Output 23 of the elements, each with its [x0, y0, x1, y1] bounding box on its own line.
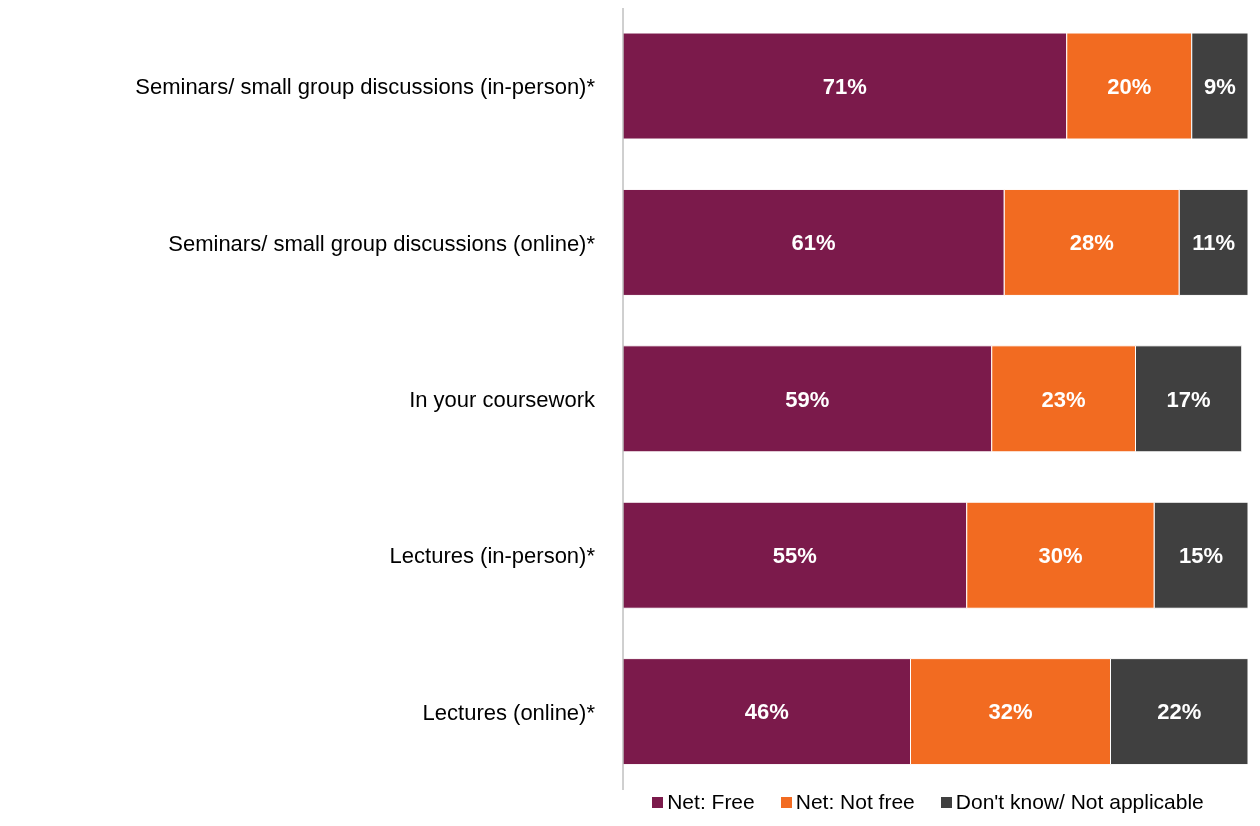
- legend-label: Don't know/ Not applicable: [955, 790, 1204, 814]
- data-label: 61%: [791, 230, 836, 256]
- data-label: 46%: [744, 699, 789, 725]
- data-label: 22%: [1157, 699, 1202, 725]
- y-tick-label: Lectures (online)*: [422, 699, 596, 725]
- data-label: 15%: [1179, 543, 1224, 569]
- data-label: 32%: [988, 699, 1033, 725]
- data-label: 30%: [1038, 543, 1083, 569]
- data-label: 55%: [772, 543, 817, 569]
- y-tick-label: In your coursework: [409, 387, 596, 412]
- data-label: 23%: [1041, 386, 1086, 412]
- legend-label: Net: Not free: [795, 790, 915, 814]
- data-label: 20%: [1107, 73, 1152, 99]
- data-label: 17%: [1166, 386, 1211, 412]
- data-label: 59%: [785, 386, 830, 412]
- y-tick-label: Seminars/ small group discussions (online)*: [168, 230, 596, 256]
- data-label: 11%: [1192, 230, 1236, 256]
- data-label: 71%: [822, 73, 867, 99]
- y-tick-label: Seminars/ small group discussions (in-person)*: [135, 74, 596, 100]
- data-label: 9%: [1203, 73, 1236, 99]
- y-tick-label: Lectures (in-person)*: [389, 543, 596, 569]
- series-label: Net: Free: [667, 790, 755, 814]
- data-label: 28%: [1069, 230, 1114, 256]
